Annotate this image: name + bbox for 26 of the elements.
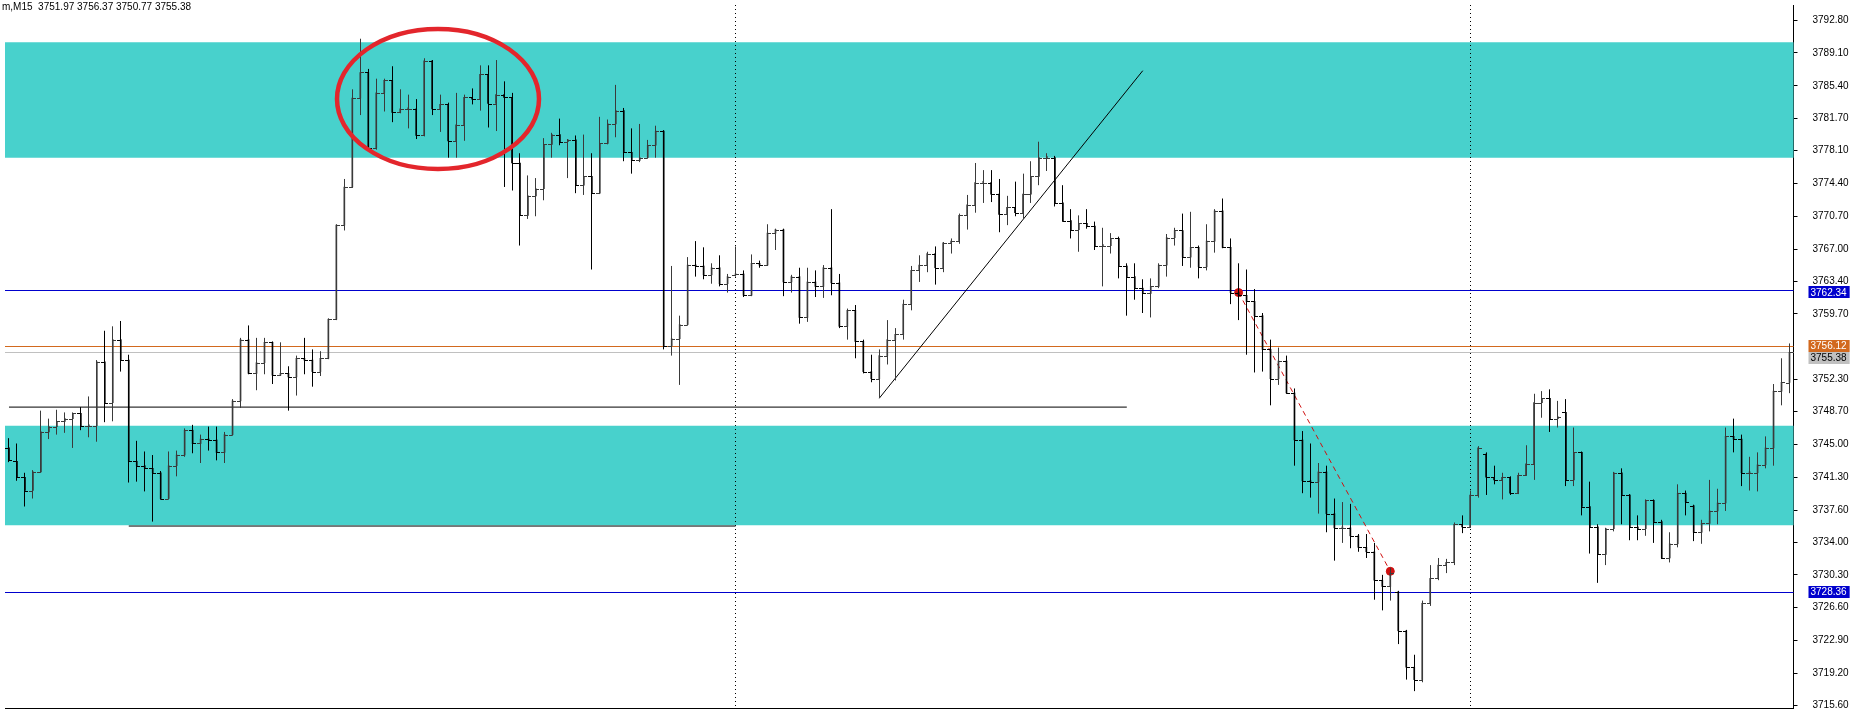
y-tick-label: 3737.60 (1812, 503, 1850, 515)
y-tick-label: 3789.10 (1812, 46, 1850, 58)
y-tick-label: 3730.30 (1812, 568, 1850, 580)
chart-title: m,M15 3751.97 3756.37 3750.77 3755.38 (2, 1, 192, 13)
y-tick-label: 3792.80 (1812, 13, 1850, 25)
y-tick-label: 3722.90 (1812, 634, 1850, 646)
y-tick-label: 3785.40 (1812, 79, 1850, 91)
y-tick-label: 3726.60 (1812, 601, 1850, 613)
y-tick-label: 3752.30 (1812, 373, 1850, 385)
y-tick-label: 3748.70 (1812, 405, 1850, 417)
y-tick-label: 3759.70 (1812, 307, 1850, 319)
y-tick-label: 3741.30 (1812, 470, 1850, 482)
ref-line-label: 3756.12 (1810, 339, 1848, 351)
y-tick-label: 3745.00 (1812, 438, 1850, 450)
ref-line-label: 3755.38 (1810, 352, 1848, 364)
y-tick-label: 3715.60 (1812, 699, 1850, 711)
y-tick-label: 3767.00 (1812, 242, 1850, 254)
y-tick-label: 3770.70 (1812, 210, 1850, 222)
ref-line-label: 3728.36 (1810, 586, 1848, 598)
ref-line-label: 3762.34 (1810, 286, 1848, 298)
y-tick-label: 3719.20 (1812, 667, 1850, 679)
y-tick-label: 3774.40 (1812, 177, 1850, 189)
y-tick-label: 3781.70 (1812, 112, 1850, 124)
y-tick-label: 3734.00 (1812, 535, 1850, 547)
y-tick-label: 3778.10 (1812, 144, 1850, 156)
y-tick-label: 3763.40 (1812, 274, 1850, 286)
